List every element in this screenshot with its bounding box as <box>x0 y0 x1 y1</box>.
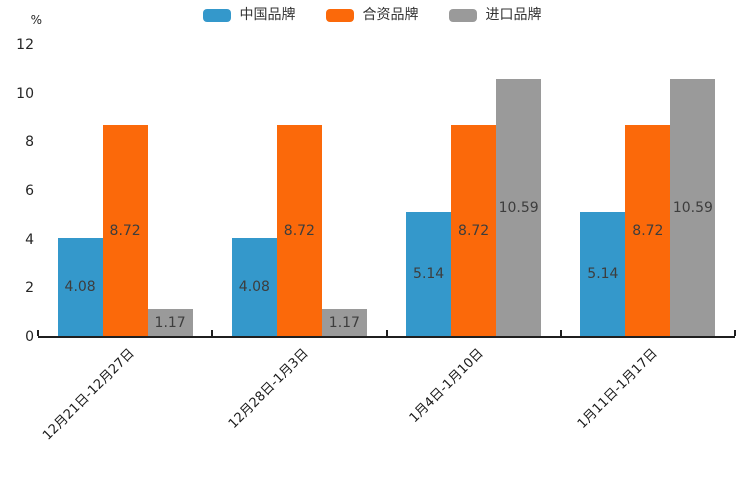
bar-value-label: 8.72 <box>283 222 315 239</box>
bar-value-label: 8.72 <box>458 222 490 239</box>
y-axis-unit-label: % <box>30 13 42 27</box>
bar-value-label: 1.17 <box>154 314 186 331</box>
bar-value-label: 4.08 <box>64 279 96 296</box>
bar-value-label: 8.72 <box>109 222 141 239</box>
bar-中国品牌-3 <box>580 211 626 337</box>
bar-合资品牌-1 <box>276 124 322 337</box>
y-axis-tick-label: 4 <box>25 231 34 248</box>
bar-进口品牌-0 <box>147 308 193 337</box>
x-axis-category-label: 12月21日-12月27日 <box>40 346 138 444</box>
x-axis-tick <box>385 330 388 336</box>
bar-value-label: 10.59 <box>498 200 539 217</box>
bar-value-label: 4.08 <box>238 279 270 296</box>
bar-合资品牌-2 <box>451 124 497 337</box>
x-axis-line <box>38 336 735 338</box>
bar-value-label: 1.17 <box>328 314 360 331</box>
legend-item-2: 进口品牌 <box>448 7 542 23</box>
x-axis-tick <box>734 330 736 336</box>
bar-进口品牌-2 <box>496 79 542 337</box>
legend-label: 进口品牌 <box>485 7 542 23</box>
legend-swatch-icon <box>325 8 354 22</box>
legend-label: 中国品牌 <box>239 7 296 23</box>
bar-中国品牌-2 <box>406 211 452 337</box>
x-axis-tick <box>211 330 214 336</box>
x-axis-tick <box>559 330 562 336</box>
y-axis-tick-label: 10 <box>16 85 34 102</box>
y-axis-tick-label: 0 <box>25 329 34 345</box>
chart-legend: 中国品牌 合资品牌 进口品牌 <box>0 8 744 22</box>
legend-item-1: 合资品牌 <box>325 7 419 23</box>
y-axis-tick-label: 8 <box>25 134 34 151</box>
legend-swatch-icon <box>202 8 231 22</box>
bar-进口品牌-3 <box>670 79 716 337</box>
bar-value-label: 10.59 <box>672 200 713 217</box>
bar-value-label: 8.72 <box>632 222 664 239</box>
bar-value-label: 5.14 <box>587 266 619 283</box>
y-axis-tick-label: 12 <box>16 37 34 53</box>
x-axis-category-label: 12月28日-1月3日 <box>226 346 312 432</box>
legend-swatch-icon <box>448 8 477 22</box>
x-axis-category-label: 1月11日-1月17日 <box>574 346 661 432</box>
bar-value-label: 5.14 <box>413 266 445 283</box>
legend-item-0: 中国品牌 <box>202 7 296 23</box>
bar-进口品牌-1 <box>321 308 367 337</box>
bar-中国品牌-1 <box>231 237 277 337</box>
bar-合资品牌-0 <box>102 124 148 337</box>
bar-中国品牌-0 <box>57 237 103 337</box>
x-axis-category-label: 1月4日-1月10日 <box>406 346 487 426</box>
bar-合资品牌-3 <box>625 124 671 337</box>
x-axis-tick <box>37 330 39 336</box>
legend-label: 合资品牌 <box>362 7 419 23</box>
y-axis-tick-label: 2 <box>25 280 34 297</box>
y-axis-tick-label: 6 <box>25 183 34 199</box>
